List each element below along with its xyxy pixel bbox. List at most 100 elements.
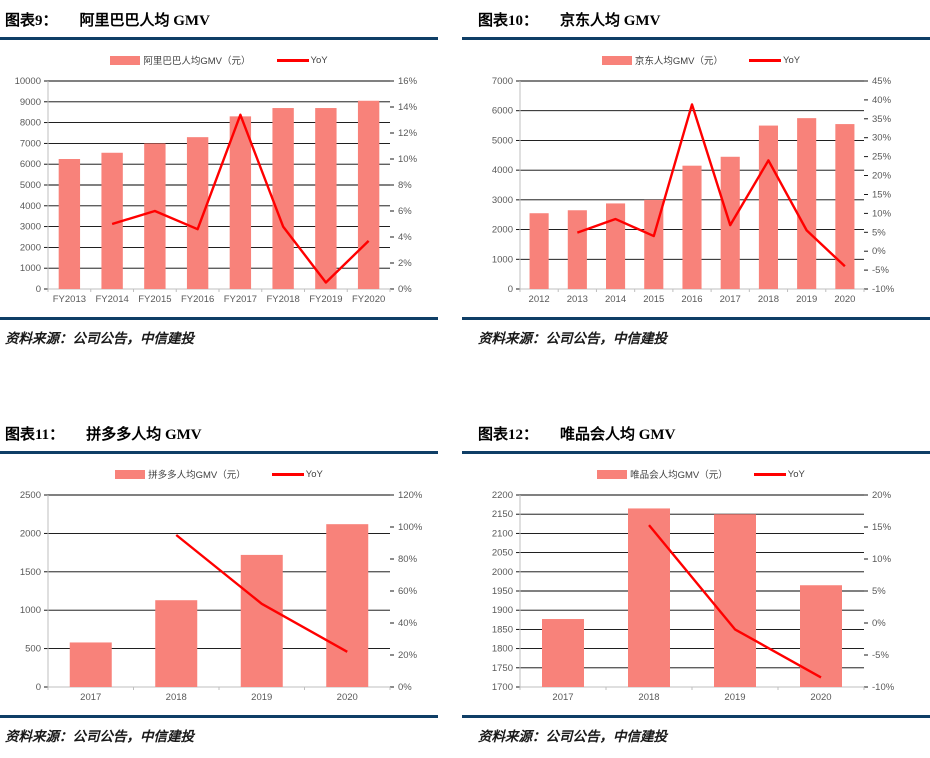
source-text: 公司公告，中信建投: [545, 729, 668, 744]
svg-text:1000: 1000: [20, 605, 41, 616]
svg-text:FY2015: FY2015: [138, 294, 171, 305]
figure-title: 拼多多人均 GMV: [86, 427, 202, 443]
svg-text:0: 0: [36, 284, 41, 295]
svg-text:10000: 10000: [15, 76, 41, 87]
source-text: 公司公告，中信建投: [72, 331, 195, 346]
svg-text:4000: 4000: [492, 165, 513, 176]
svg-text:1750: 1750: [492, 663, 513, 674]
svg-text:2050: 2050: [492, 548, 513, 559]
line-series-swatch: [753, 472, 786, 476]
figure-title: 阿里巴巴人均 GMV: [79, 13, 210, 29]
svg-text:2017: 2017: [552, 692, 573, 703]
chart-panel-9: 图表9： 阿里巴巴人均 GMV 阿里巴巴人均GMV（元） YoY 0 1000 200…: [0, 8, 438, 360]
chart-area: 拼多多人均GMV（元） YoY 0 500 1000 1500 2000 2500 0% 20…: [0, 467, 438, 705]
svg-text:0%: 0%: [398, 682, 412, 693]
svg-text:15%: 15%: [872, 522, 892, 533]
title-divider: [462, 37, 930, 40]
chart-area: 京东人均GMV（元） YoY 0 1000 2000 3000 4000 5000 6000…: [462, 53, 930, 307]
svg-text:10%: 10%: [872, 554, 892, 565]
svg-text:14%: 14%: [398, 102, 418, 113]
svg-text:1900: 1900: [492, 605, 513, 616]
svg-text:FY2020: FY2020: [352, 294, 385, 305]
svg-text:8000: 8000: [20, 118, 41, 129]
svg-text:-5%: -5%: [872, 265, 889, 276]
bar-series-swatch: [601, 55, 632, 65]
bar-series-label: 京东人均GMV（元）: [634, 56, 724, 67]
svg-text:4%: 4%: [398, 232, 412, 243]
source-note: 资料来源：公司公告，中信建投: [462, 725, 930, 745]
svg-text:1850: 1850: [492, 624, 513, 635]
panel-title: 图表12： 唯品会人均 GMV: [462, 422, 930, 448]
svg-text:6%: 6%: [398, 206, 412, 217]
source-divider: [462, 715, 930, 718]
chart-panel-12: 图表12： 唯品会人均 GMV 唯品会人均GMV（元） YoY 1700 1750 1…: [462, 422, 930, 758]
svg-text:0%: 0%: [872, 246, 886, 257]
figure-label: 图表10：: [478, 13, 539, 29]
svg-text:2018: 2018: [638, 692, 659, 703]
combo-chart-jd: 0 1000 2000 3000 4000 5000 6000 7000 -10% -5% 0% 5%…: [492, 76, 895, 305]
svg-text:10%: 10%: [398, 154, 418, 165]
svg-text:16%: 16%: [398, 76, 418, 87]
source-text: 公司公告，中信建投: [72, 729, 195, 744]
chart-legend: 阿里巴巴人均GMV（元） YoY: [0, 53, 438, 67]
line-series-swatch: [276, 58, 309, 62]
svg-text:2016: 2016: [681, 294, 702, 305]
svg-text:20%: 20%: [398, 650, 418, 661]
svg-text:2000: 2000: [492, 567, 513, 578]
line-series-label: YoY: [310, 54, 328, 66]
svg-text:1700: 1700: [492, 682, 513, 693]
svg-text:6000: 6000: [492, 106, 513, 117]
figure-label: 图表9：: [5, 13, 58, 29]
source-note: 资料来源：公司公告，中信建投: [0, 725, 438, 745]
source-label: 资料来源：: [5, 729, 73, 744]
panel-title: 图表9： 阿里巴巴人均 GMV: [0, 8, 438, 34]
combo-chart-alibaba: 0 1000 2000 3000 4000 5000 6000 7000 8000 9000 100…: [15, 76, 418, 305]
svg-text:5000: 5000: [492, 135, 513, 146]
svg-text:FY2014: FY2014: [95, 294, 128, 305]
svg-text:10%: 10%: [872, 208, 892, 219]
bar-series-label: 唯品会人均GMV（元）: [630, 470, 728, 481]
svg-text:100%: 100%: [398, 522, 423, 533]
svg-text:4000: 4000: [20, 201, 41, 212]
svg-text:45%: 45%: [872, 76, 892, 87]
source-label: 资料来源：: [478, 331, 546, 346]
svg-text:30%: 30%: [872, 133, 892, 144]
line-series-swatch: [271, 472, 304, 476]
svg-text:FY2013: FY2013: [53, 294, 86, 305]
svg-text:40%: 40%: [872, 95, 892, 106]
line-series-label: YoY: [305, 468, 323, 480]
figure-label: 图表12：: [478, 427, 539, 443]
svg-text:-10%: -10%: [872, 284, 895, 295]
svg-text:25%: 25%: [872, 152, 892, 163]
svg-text:12%: 12%: [398, 128, 418, 139]
source-label: 资料来源：: [478, 729, 546, 744]
svg-text:500: 500: [25, 644, 41, 655]
svg-text:1000: 1000: [492, 254, 513, 265]
svg-text:15%: 15%: [872, 189, 892, 200]
svg-text:35%: 35%: [872, 114, 892, 125]
figure-title: 京东人均 GMV: [560, 13, 661, 29]
svg-text:FY2016: FY2016: [181, 294, 214, 305]
svg-text:20%: 20%: [872, 171, 892, 182]
source-text: 公司公告，中信建投: [545, 331, 668, 346]
svg-text:7000: 7000: [492, 76, 513, 87]
figure-label: 图表11：: [5, 427, 65, 443]
svg-text:5000: 5000: [20, 180, 41, 191]
svg-text:2500: 2500: [20, 490, 41, 501]
svg-text:6000: 6000: [20, 159, 41, 170]
svg-text:0%: 0%: [872, 618, 886, 629]
svg-text:2018: 2018: [758, 294, 779, 305]
svg-text:40%: 40%: [398, 618, 418, 629]
title-divider: [0, 451, 438, 454]
svg-text:0: 0: [36, 682, 41, 693]
svg-text:2100: 2100: [492, 528, 513, 539]
svg-text:0%: 0%: [398, 284, 412, 295]
chart-area: 阿里巴巴人均GMV（元） YoY 0 1000 2000 3000 4000 5000 60…: [0, 53, 438, 307]
bar-series-label: 拼多多人均GMV（元）: [148, 470, 246, 481]
source-divider: [0, 715, 438, 718]
svg-text:2020: 2020: [337, 692, 358, 703]
svg-text:-5%: -5%: [872, 650, 889, 661]
chart-panel-10: 图表10： 京东人均 GMV 京东人均GMV（元） YoY 0 1000 2000 30…: [462, 8, 930, 360]
svg-text:5%: 5%: [872, 227, 886, 238]
